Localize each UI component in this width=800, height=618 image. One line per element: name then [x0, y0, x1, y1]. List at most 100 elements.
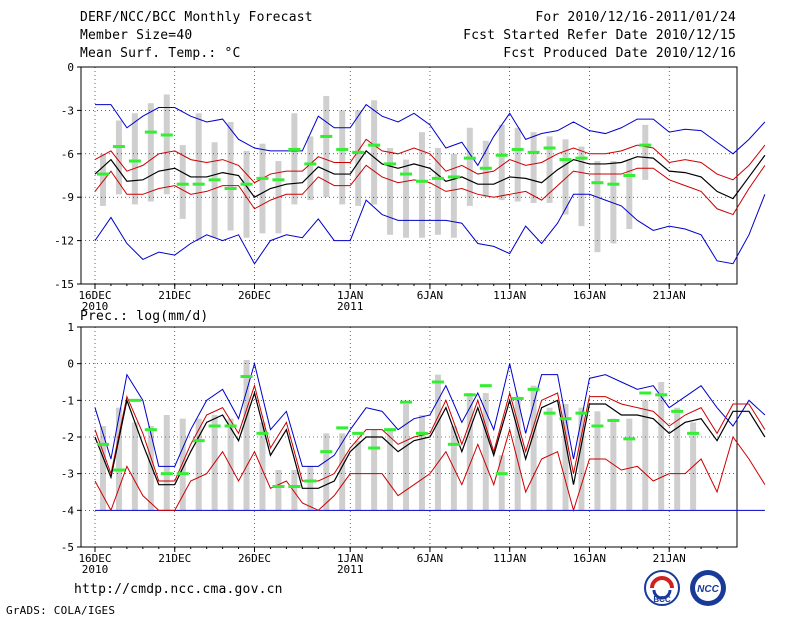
- median-mark-0-14: [320, 134, 333, 138]
- median-mark-0-27: [527, 150, 540, 154]
- x-tick-label-1-1: 21DEC: [158, 552, 191, 565]
- ncc-logo-text: NCC: [697, 584, 719, 595]
- median-mark-0-19: [400, 172, 413, 176]
- produced-date: Fcst Produced Date 2010/12/16: [503, 46, 736, 61]
- median-mark-0-23: [463, 156, 476, 160]
- member-bar-0-12: [291, 113, 298, 205]
- member-bar-0-31: [594, 161, 601, 253]
- member-bar-1-8: [227, 418, 234, 511]
- median-mark-1-24: [479, 384, 492, 388]
- median-mark-1-31: [591, 424, 604, 428]
- median-mark-0-25: [495, 153, 508, 157]
- x-sublabel-0-0: 2010: [82, 300, 109, 313]
- median-mark-1-9: [240, 375, 253, 378]
- member-size: Member Size=40: [80, 28, 193, 43]
- member-bar-1-19: [403, 404, 410, 511]
- member-bar-1-14: [323, 433, 330, 511]
- series-line-0-min: [94, 193, 766, 265]
- member-bar-1-17: [371, 429, 378, 511]
- x-tick-label-1-5: 11JAN: [493, 552, 526, 565]
- x-tick-label-1-0: 16DEC: [78, 552, 111, 565]
- median-mark-1-14: [320, 450, 333, 454]
- member-bar-0-33: [626, 159, 633, 230]
- y-tick-label-1-3: -2: [61, 431, 74, 444]
- member-bar-0-23: [466, 127, 473, 206]
- bcc-logo-text: BCC: [653, 595, 671, 604]
- x-tick-label-1-2: 26DEC: [238, 552, 271, 565]
- median-mark-1-7: [208, 424, 221, 428]
- series-line-1-ensemble_mean: [94, 390, 766, 489]
- x-tick-label-1-3: 1JAN: [337, 552, 364, 565]
- median-mark-1-32: [607, 419, 620, 422]
- member-bar-0-21: [434, 148, 441, 235]
- grads-credit: GrADS: COLA/IGES: [6, 604, 116, 617]
- median-mark-0-22: [447, 175, 460, 179]
- footer-url[interactable]: http://cmdp.ncc.cma.gov.cn: [74, 582, 283, 597]
- member-bar-1-27: [530, 385, 537, 511]
- member-bar-1-23: [466, 393, 473, 511]
- median-mark-0-32: [607, 182, 620, 186]
- y-tick-label-1-1: 0: [67, 358, 74, 371]
- member-bar-0-15: [339, 110, 346, 205]
- y-tick-label-1-5: -4: [61, 504, 75, 517]
- median-mark-0-8: [224, 187, 237, 191]
- median-mark-0-34: [639, 143, 652, 147]
- member-bar-1-0: [99, 426, 106, 511]
- median-mark-1-0: [96, 442, 109, 446]
- median-mark-1-5: [176, 472, 189, 476]
- member-bar-0-20: [418, 132, 425, 238]
- median-mark-0-20: [415, 179, 428, 183]
- y-tick-label-1-2: -1: [61, 394, 74, 407]
- member-bar-1-16: [355, 440, 362, 511]
- start-refer-date: Fcst Started Refer Date 2010/12/15: [463, 28, 736, 43]
- variable-label: Mean Surf. Temp.: °C: [80, 46, 241, 61]
- x-tick-label-0-0: 16DEC: [78, 289, 111, 302]
- member-bar-1-31: [594, 411, 601, 511]
- member-bar-1-18: [387, 429, 394, 511]
- median-mark-1-6: [192, 439, 205, 443]
- member-bar-0-0: [99, 153, 106, 206]
- median-mark-1-17: [368, 446, 381, 450]
- member-bar-0-27: [530, 132, 537, 203]
- median-mark-1-15: [336, 426, 349, 430]
- y-tick-label-1-0: 1: [67, 321, 74, 334]
- member-bar-1-3: [147, 426, 154, 511]
- member-bar-1-21: [434, 374, 441, 511]
- y-tick-label-1-4: -3: [61, 468, 74, 481]
- median-mark-0-11: [272, 178, 285, 182]
- x-tick-label-1-7: 21JAN: [653, 552, 686, 565]
- member-bar-1-9: [243, 360, 250, 511]
- median-mark-1-1: [112, 468, 125, 472]
- median-mark-0-12: [288, 147, 301, 151]
- median-mark-1-35: [655, 393, 668, 397]
- member-bar-0-29: [562, 139, 569, 215]
- member-bar-1-26: [514, 396, 521, 511]
- member-bar-1-15: [339, 433, 346, 511]
- median-mark-1-33: [623, 437, 636, 441]
- member-bar-0-18: [387, 148, 394, 235]
- median-mark-0-7: [208, 178, 221, 182]
- median-mark-0-4: [160, 133, 173, 137]
- median-mark-0-17: [368, 143, 381, 147]
- median-mark-0-33: [623, 174, 636, 177]
- member-bar-0-3: [147, 103, 154, 202]
- member-bar-1-36: [674, 407, 681, 511]
- member-bar-0-8: [227, 121, 234, 231]
- ncc-logo: NCC: [690, 570, 726, 606]
- member-bar-1-10: [259, 422, 266, 511]
- member-bar-1-34: [642, 400, 649, 511]
- y-tick-label-0-3: -9: [61, 191, 74, 204]
- plot-frame-0: [80, 66, 738, 285]
- x-sublabel-1-0: 2010: [82, 563, 109, 576]
- member-bar-0-28: [546, 136, 553, 203]
- median-mark-0-26: [511, 147, 524, 151]
- precip-label: Prec.: log(mm/d): [80, 309, 209, 324]
- member-bar-0-14: [323, 95, 330, 198]
- median-mark-1-20: [415, 431, 428, 435]
- series-line-0-ensemble_mean: [94, 150, 766, 200]
- median-mark-1-3: [144, 428, 157, 432]
- median-mark-0-18: [384, 162, 397, 166]
- median-mark-1-27: [527, 387, 540, 391]
- median-mark-1-23: [463, 393, 476, 397]
- x-tick-label-0-6: 16JAN: [573, 289, 606, 302]
